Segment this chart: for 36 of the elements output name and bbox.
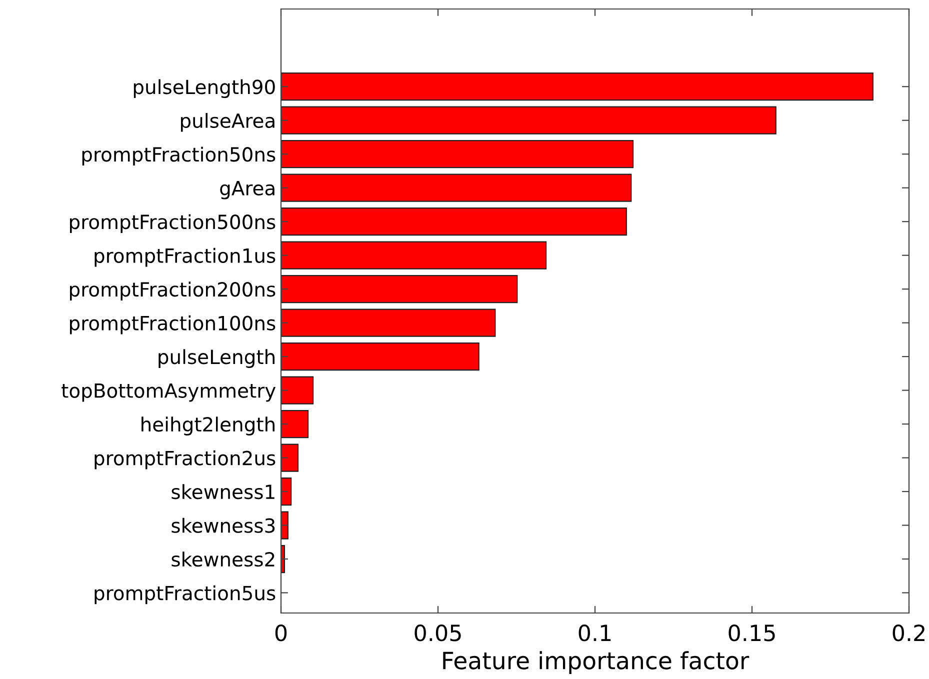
y-tick-label: pulseArea [181, 112, 274, 132]
y-tick-label: promptFraction50ns [82, 146, 276, 166]
x-tick-label: 0.2 [892, 624, 924, 642]
x-tick-label: 0 [275, 624, 287, 642]
bar [281, 308, 496, 337]
x-tick-label: 0.15 [728, 624, 775, 642]
y-tick-label: promptFraction2us [94, 450, 276, 470]
y-tick-label: skewness1 [172, 484, 274, 500]
y-tick-label: promptFraction1us [94, 248, 276, 267]
y-tick-label: pulseLength90 [134, 79, 275, 98]
bar [281, 174, 632, 202]
y-tick-label: skewness2 [172, 552, 274, 567]
y-tick-label: promptFraction500ns [70, 214, 276, 234]
y-tick-label: skewness3 [172, 518, 275, 533]
bar [281, 444, 299, 472]
y-tick-label: heihgt2length [142, 416, 274, 436]
bar [281, 241, 547, 270]
y-tick-label: pulseLength [158, 349, 274, 368]
y-tick-label: promptFraction100ns [70, 315, 276, 334]
x-tick-label: 0.05 [414, 624, 461, 642]
bar [281, 140, 634, 168]
y-tick-label: gArea [220, 181, 274, 200]
bar [281, 208, 627, 236]
x-axis-title: Feature importance factor [443, 651, 750, 674]
y-tick-label: promptFraction5us [94, 585, 276, 604]
bar [281, 511, 288, 540]
y-tick-label: topBottomAsymmetry [62, 384, 276, 402]
bar [281, 342, 480, 371]
bar [281, 106, 776, 134]
x-tick-label: 0.1 [578, 624, 611, 642]
bar [281, 275, 518, 304]
bar [281, 376, 314, 404]
y-tick-label: promptFraction200ns [70, 282, 276, 300]
bar [281, 477, 292, 506]
bar [281, 410, 309, 438]
bar [281, 72, 874, 101]
